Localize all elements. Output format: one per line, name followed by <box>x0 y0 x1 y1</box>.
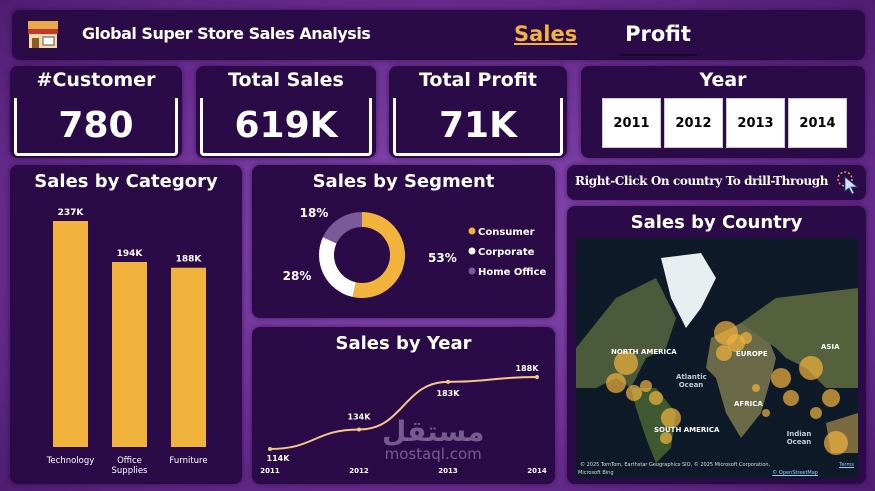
line-point <box>268 447 272 451</box>
segment-donut-chart: 53% 28% 18% Consumer Corporate Home Office <box>283 206 547 298</box>
country-bubble <box>752 384 760 392</box>
kpi-label: Total Profit <box>418 69 538 91</box>
x-tick-label: 2012 <box>349 467 369 475</box>
chart-title: Sales by Year <box>335 333 472 354</box>
map-osm-link[interactable]: © OpenStreetMap <box>772 470 818 476</box>
kpi-value: 71K <box>393 98 563 156</box>
kpi-label: Total Sales <box>228 69 344 91</box>
country-bubble <box>783 390 799 406</box>
map-region-label: EUROPE <box>736 350 768 358</box>
category-tick-label: Supplies <box>112 466 149 476</box>
country-bubble <box>626 385 642 401</box>
line-point <box>357 427 361 432</box>
country-bubble <box>661 408 681 428</box>
country-bubble <box>771 368 791 388</box>
kpi-customer-card: #Customer 780 <box>10 66 182 158</box>
map-region-label: ASIA <box>821 343 840 351</box>
map-region-label: NORTH AMERICA <box>611 348 677 356</box>
map-region-label: Indian Ocean <box>786 430 812 446</box>
country-bubble <box>740 332 752 344</box>
chart-title: Sales by Category <box>34 171 218 192</box>
legend-marker <box>468 267 476 275</box>
bar <box>112 262 147 447</box>
bar <box>53 221 88 447</box>
bar-data-label: 188K <box>176 255 203 265</box>
x-tick-label: 2014 <box>527 467 547 475</box>
point-data-label: 188K <box>516 364 540 373</box>
year-button-2012[interactable]: 2012 <box>664 98 723 148</box>
year-line-chart: 114K 2011 134K 2012 183K 2013 188K 2014 <box>260 364 547 475</box>
tab-profit[interactable]: Profit <box>619 22 697 56</box>
sales-line <box>269 375 538 450</box>
tab-sales[interactable]: Sales <box>514 22 578 46</box>
donut-slice <box>352 212 405 298</box>
year-button-2014[interactable]: 2014 <box>788 98 847 148</box>
map-region-label: SOUTH AMERICA <box>654 426 720 434</box>
year-slicer: Year 2011 2012 2013 2014 <box>581 66 865 158</box>
map-terms-link[interactable]: Terms <box>839 462 854 468</box>
map-region-label: AFRICA <box>734 400 763 408</box>
header-bar: Global Super Store Sales Analysis Sales … <box>12 10 865 60</box>
map-attribution: © 2025 TomTom, Earthstar Geographics SIO… <box>580 462 771 468</box>
country-bubble <box>606 373 626 393</box>
legend-item: Consumer <box>478 227 535 238</box>
country-bubble <box>660 432 672 444</box>
year-button-2013[interactable]: 2013 <box>726 98 785 148</box>
sales-by-year-panel: Sales by Year 114K 2011 134K 2012 183K 2013 18… <box>252 327 555 484</box>
category-tick-label: Furniture <box>169 456 207 466</box>
legend-marker <box>468 247 476 255</box>
chart-title: Sales by Segment <box>312 171 495 192</box>
bar-data-label: 194K <box>117 249 144 259</box>
kpi-value: 619K <box>200 98 372 156</box>
country-bubble <box>824 431 848 455</box>
world-map[interactable]: NORTH AMERICA EUROPE ASIA Atlantic Ocean AFR… <box>576 238 858 478</box>
slice-label: 53% <box>428 251 457 265</box>
sales-by-category-panel: Sales by Category 237K Technology 194K Offi… <box>10 165 242 484</box>
x-tick-label: 2013 <box>438 467 458 475</box>
point-data-label: 183K <box>437 389 461 398</box>
country-bubble <box>716 345 732 361</box>
map-canvas <box>576 253 858 463</box>
donut-slice <box>322 212 362 244</box>
country-bubble <box>810 407 822 419</box>
cursor-click-icon <box>837 171 859 195</box>
slice-label: 18% <box>300 206 329 220</box>
map-brand: Microsoft Bing <box>578 470 614 476</box>
point-data-label: 114K <box>267 454 291 463</box>
sales-by-country-panel: Sales by Country NORTH AMERICA EUROPE ASIA… <box>567 206 866 484</box>
country-bubble <box>762 409 770 417</box>
bar <box>171 267 206 447</box>
line-point <box>535 374 539 379</box>
map-region-label: Atlantic Ocean <box>676 373 707 389</box>
country-bubble <box>614 351 638 375</box>
sales-by-segment-panel: Sales by Segment 53% 28% 18% Consumer Corpor… <box>252 165 555 318</box>
point-data-label: 134K <box>348 413 372 422</box>
drill-through-hint: Right-Click On country To drill-Through <box>567 165 866 200</box>
x-tick-label: 2011 <box>260 467 280 475</box>
app-title: Global Super Store Sales Analysis <box>82 24 371 43</box>
line-point <box>446 379 450 384</box>
country-bubble <box>822 389 840 407</box>
bar-data-label: 237K <box>58 208 85 218</box>
kpi-total-profit-card: Total Profit 71K <box>389 66 567 158</box>
kpi-value: 780 <box>14 98 178 156</box>
chart-title: Sales by Country <box>630 212 803 233</box>
category-tick-label: Technology <box>46 456 95 466</box>
donut-slice <box>319 237 356 297</box>
legend-item: Corporate <box>478 247 535 258</box>
year-slicer-title: Year <box>699 69 747 91</box>
country-bubble <box>799 356 823 380</box>
legend-item: Home Office <box>478 267 547 278</box>
category-tick-label: Office <box>117 456 142 466</box>
country-bubble <box>649 391 663 405</box>
kpi-label: #Customer <box>36 69 156 91</box>
kpi-total-sales-card: Total Sales 619K <box>196 66 376 158</box>
drill-hint-text: Right-Click On country To drill-Through <box>575 174 829 188</box>
store-icon <box>28 21 58 48</box>
country-bubble <box>640 380 652 392</box>
slice-label: 28% <box>283 269 312 283</box>
year-button-2011[interactable]: 2011 <box>602 98 661 148</box>
legend-marker <box>468 227 476 235</box>
